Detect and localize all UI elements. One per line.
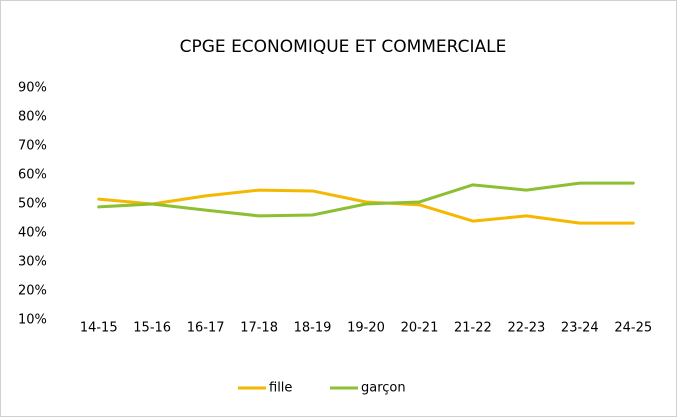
x-tick-label: 15-16: [133, 321, 171, 336]
y-tick-label: 70%: [18, 139, 47, 154]
legend-label: fille: [269, 381, 292, 396]
x-tick-label: 14-15: [80, 321, 118, 336]
y-tick-label: 40%: [18, 226, 47, 241]
x-tick-label: 16-17: [187, 321, 225, 336]
x-tick-label: 23-24: [561, 321, 599, 336]
y-tick-label: 60%: [18, 168, 47, 183]
line-series: [97, 188, 635, 225]
x-tick-label: 21-22: [454, 321, 492, 336]
y-tick-label: 30%: [18, 255, 47, 270]
line-series: [97, 181, 635, 218]
y-tick-label: 10%: [18, 313, 47, 328]
x-tick-label: 17-18: [240, 321, 278, 336]
chart-title: CPGE ECONOMIQUE ET COMMERCIALE: [180, 37, 507, 57]
y-tick-label: 80%: [18, 110, 47, 125]
x-tick-label: 19-20: [347, 321, 385, 336]
y-tick-label: 20%: [18, 284, 47, 299]
legend-label: garçon: [361, 381, 406, 396]
x-tick-label: 20-21: [401, 321, 439, 336]
x-tick-label: 24-25: [614, 321, 652, 336]
y-tick-label: 90%: [18, 81, 47, 96]
x-tick-label: 18-19: [294, 321, 332, 336]
x-tick-label: 22-23: [507, 321, 545, 336]
y-tick-label: 50%: [18, 197, 47, 212]
